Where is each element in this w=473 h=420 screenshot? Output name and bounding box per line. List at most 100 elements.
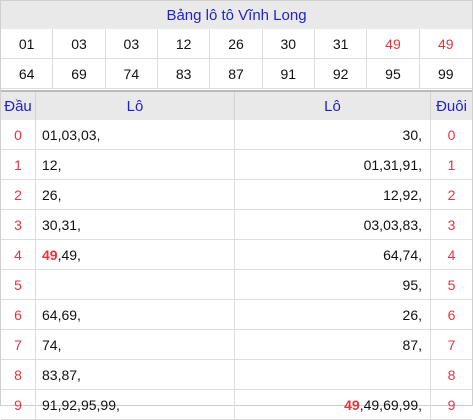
dau-digit: 9 <box>1 390 36 420</box>
lo-right-cell: 64, 74, <box>235 240 431 270</box>
lo-left-cell: 01, 03, 03, <box>36 120 235 150</box>
loto-number: 49 <box>61 246 78 263</box>
lo-left-cell: 64, 69, <box>36 300 235 330</box>
loto-number: 12 <box>383 186 399 203</box>
header-dau: Đầu <box>1 92 36 120</box>
result-number-cell: 31 <box>314 29 368 59</box>
loto-body: 0 01, 03, 03, 30, 0 1 12, 01, 31, 91, 1 2 26, 12, … <box>1 120 472 420</box>
loto-number: 49 <box>344 396 360 413</box>
loto-row: 2 26, 12, 92, 2 <box>1 180 472 210</box>
lo-left-cell: 83, 87, <box>36 360 235 390</box>
result-number-cell: 49 <box>367 29 420 59</box>
loto-number: 49 <box>42 246 58 263</box>
result-number-cell: 30 <box>262 29 315 59</box>
loto-row: 6 64, 69, 26, 6 <box>1 300 472 330</box>
lo-left-cell: 12, <box>36 150 235 180</box>
result-number-cell: 03 <box>105 29 158 59</box>
header-lo-right: Lô <box>235 92 431 120</box>
loto-number: 74 <box>42 336 58 353</box>
loto-number: 87 <box>61 366 78 383</box>
loto-number: 03 <box>363 216 380 233</box>
duoi-digit: 7 <box>431 330 472 360</box>
loto-header: Đầu Lô Lô Đuôi <box>1 92 472 120</box>
result-number-cell: 74 <box>105 59 158 89</box>
result-number-cell: 49 <box>419 29 472 59</box>
dau-digit: 0 <box>1 120 36 150</box>
loto-number: 74 <box>402 246 419 263</box>
numbers-row: 01 03 03 12 26 30 31 49 49 <box>1 29 472 59</box>
lo-right-cell: 49, 49, 69, 99, <box>235 390 431 420</box>
result-number-cell: 64 <box>1 59 54 89</box>
lo-left-cell: 91, 92, 95, 99, <box>36 390 235 420</box>
loto-number: 69 <box>61 306 78 323</box>
loto-number: 95 <box>402 276 419 293</box>
loto-number: 30 <box>42 216 58 233</box>
loto-row: 4 49, 49, 64, 74, 4 <box>1 240 472 270</box>
loto-number: 64 <box>383 246 399 263</box>
loto-number: 49 <box>363 396 380 413</box>
duoi-digit: 4 <box>431 240 472 270</box>
duoi-digit: 6 <box>431 300 472 330</box>
dau-digit: 4 <box>1 240 36 270</box>
loto-number: 03 <box>383 216 399 233</box>
loto-number: 26 <box>402 306 419 323</box>
loto-table: Đầu Lô Lô Đuôi 0 01, 03, 03, 30, 0 1 12, 01, 3… <box>1 90 472 420</box>
dau-digit: 7 <box>1 330 36 360</box>
result-number-cell: 99 <box>419 59 472 89</box>
loto-number: 83 <box>42 366 58 383</box>
result-number-cell: 69 <box>53 59 106 89</box>
loto-number: 12 <box>42 156 58 173</box>
loto-row: 8 83, 87, 8 <box>1 360 472 390</box>
duoi-digit: 3 <box>431 210 472 240</box>
duoi-digit: 2 <box>431 180 472 210</box>
lo-left-cell: 30, 31, <box>36 210 235 240</box>
loto-number: 91 <box>402 156 419 173</box>
loto-row: 3 30, 31, 03, 03, 83, 3 <box>1 210 472 240</box>
lo-right-cell: 87, <box>235 330 431 360</box>
loto-row: 1 12, 01, 31, 91, 1 <box>1 150 472 180</box>
loto-number: 99 <box>100 396 116 413</box>
loto-number: 03 <box>61 126 78 143</box>
lo-right-cell: 12, 92, <box>235 180 431 210</box>
dau-digit: 3 <box>1 210 36 240</box>
dau-digit: 1 <box>1 150 36 180</box>
loto-number: 91 <box>42 396 58 413</box>
loto-number: 99 <box>402 396 419 413</box>
loto-number: 01 <box>42 126 58 143</box>
result-number-cell: 03 <box>53 29 106 59</box>
result-number-cell: 87 <box>210 59 263 89</box>
loto-number: 92 <box>61 396 78 413</box>
duoi-digit: 0 <box>431 120 472 150</box>
lo-right-cell <box>235 360 431 390</box>
duoi-digit: 9 <box>431 390 472 420</box>
loto-number: 31 <box>383 156 399 173</box>
loto-number: 03 <box>80 126 97 143</box>
loto-number: 31 <box>61 216 78 233</box>
loto-number: 92 <box>402 186 419 203</box>
lo-left-cell: 74, <box>36 330 235 360</box>
lo-left-cell: 26, <box>36 180 235 210</box>
numbers-row: 64 69 74 83 87 91 92 95 99 <box>1 59 472 89</box>
result-number-cell: 95 <box>367 59 420 89</box>
result-number-cell: 91 <box>262 59 315 89</box>
loto-number: 69 <box>383 396 399 413</box>
loto-row: 5 95, 5 <box>1 270 472 300</box>
duoi-digit: 8 <box>431 360 472 390</box>
loto-number: 83 <box>402 216 419 233</box>
lo-left-cell: 49, 49, <box>36 240 235 270</box>
loto-number: 95 <box>80 396 97 413</box>
duoi-digit: 1 <box>431 150 472 180</box>
header-duoi: Đuôi <box>436 97 467 115</box>
dau-digit: 8 <box>1 360 36 390</box>
loto-number: 26 <box>42 186 58 203</box>
loto-row: 0 01, 03, 03, 30, 0 <box>1 120 472 150</box>
loto-row: 7 74, 87, 7 <box>1 330 472 360</box>
result-number-cell: 01 <box>1 29 54 59</box>
loto-number: 30 <box>402 126 419 143</box>
dau-digit: 2 <box>1 180 36 210</box>
header-lo-left: Lô <box>36 92 235 120</box>
result-number-cell: 83 <box>157 59 211 89</box>
loto-number: 64 <box>42 306 58 323</box>
lo-right-cell: 26, <box>235 300 431 330</box>
result-number-cell: 92 <box>314 59 368 89</box>
